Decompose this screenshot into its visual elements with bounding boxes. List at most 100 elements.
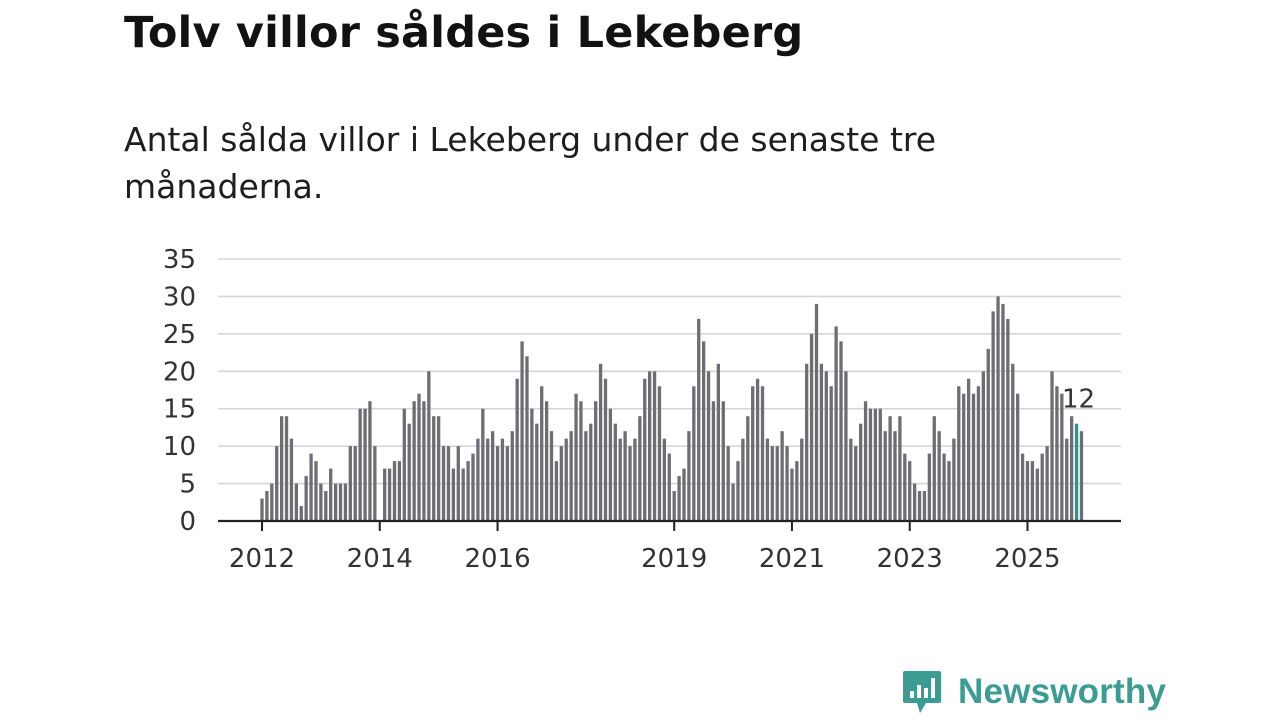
bar [544, 401, 549, 521]
bar [692, 386, 696, 521]
bar [279, 416, 284, 521]
bar [505, 446, 509, 521]
bar [736, 461, 740, 521]
bar [564, 438, 568, 521]
bar [937, 431, 941, 521]
bar [535, 423, 539, 521]
bar [878, 408, 882, 521]
chart-title: Tolv villor såldes i Lekeberg [124, 8, 804, 58]
bar [834, 326, 838, 521]
x-tick-label: 2019 [641, 544, 707, 574]
bar [407, 423, 411, 521]
bar [284, 416, 289, 521]
bar [397, 461, 402, 521]
bar [849, 438, 853, 521]
bar [839, 341, 843, 521]
bar [824, 371, 828, 521]
bar [952, 438, 956, 521]
bar [790, 468, 794, 521]
bar [1016, 393, 1020, 521]
bar [805, 363, 809, 521]
bar [412, 401, 416, 521]
x-tick-label: 2025 [994, 544, 1060, 574]
bar [785, 446, 789, 521]
bar [697, 318, 701, 521]
bar [667, 453, 671, 521]
bar [324, 491, 328, 521]
bar [942, 453, 946, 521]
bar [672, 491, 676, 521]
bar [343, 483, 348, 521]
bar [294, 483, 298, 521]
bar [1065, 438, 1069, 521]
bar [432, 416, 436, 521]
bar [309, 453, 313, 521]
bar [1070, 416, 1074, 521]
bar [476, 438, 480, 521]
bar [917, 491, 922, 521]
bar [314, 461, 318, 521]
bar [711, 401, 716, 521]
bar [932, 416, 936, 521]
bar [633, 438, 637, 521]
bar [888, 416, 892, 521]
bar [383, 468, 387, 521]
bar [358, 408, 362, 521]
bar [721, 401, 725, 521]
bar [1045, 446, 1049, 521]
bar [589, 423, 593, 521]
bar [623, 431, 627, 521]
y-tick-label: 30 [163, 282, 196, 312]
bar [490, 431, 495, 521]
bar [260, 498, 264, 521]
x-tick-label: 2021 [759, 544, 825, 574]
bar [908, 461, 912, 521]
bar [976, 386, 981, 521]
bar [530, 408, 534, 521]
bar [819, 363, 824, 521]
bar [594, 401, 598, 521]
bar [643, 378, 647, 521]
bar [770, 446, 774, 521]
bar [903, 453, 907, 521]
bar [422, 401, 426, 521]
bar [701, 341, 706, 521]
bar [859, 423, 863, 521]
bar [991, 311, 995, 521]
bar [868, 408, 873, 521]
bar [579, 401, 583, 521]
bar [392, 461, 397, 521]
bar [726, 446, 730, 521]
bar [574, 393, 578, 521]
bar [584, 431, 588, 521]
bar [780, 431, 784, 521]
bar [427, 371, 431, 521]
bar [687, 431, 691, 521]
bar [348, 446, 352, 521]
y-tick-label: 0 [179, 507, 196, 537]
bar [603, 378, 608, 521]
bar [809, 333, 814, 521]
bar [387, 468, 392, 521]
bar [520, 341, 524, 521]
y-tick-label: 5 [179, 470, 196, 500]
highlighted-bar [1074, 423, 1079, 521]
bar [1030, 461, 1035, 521]
bar [731, 483, 735, 521]
bar [829, 386, 833, 521]
y-tick-label: 35 [163, 245, 196, 275]
bar [613, 423, 617, 521]
bar [1055, 386, 1059, 521]
bar [682, 468, 686, 521]
bar [971, 393, 976, 521]
bar [966, 378, 971, 521]
bar [1079, 431, 1084, 521]
brand-name: Newsworthy [958, 672, 1167, 711]
bar [373, 446, 377, 521]
bar [525, 356, 529, 521]
bar [510, 431, 514, 521]
bar [883, 431, 887, 521]
bar [1006, 318, 1010, 521]
bar [716, 363, 720, 521]
